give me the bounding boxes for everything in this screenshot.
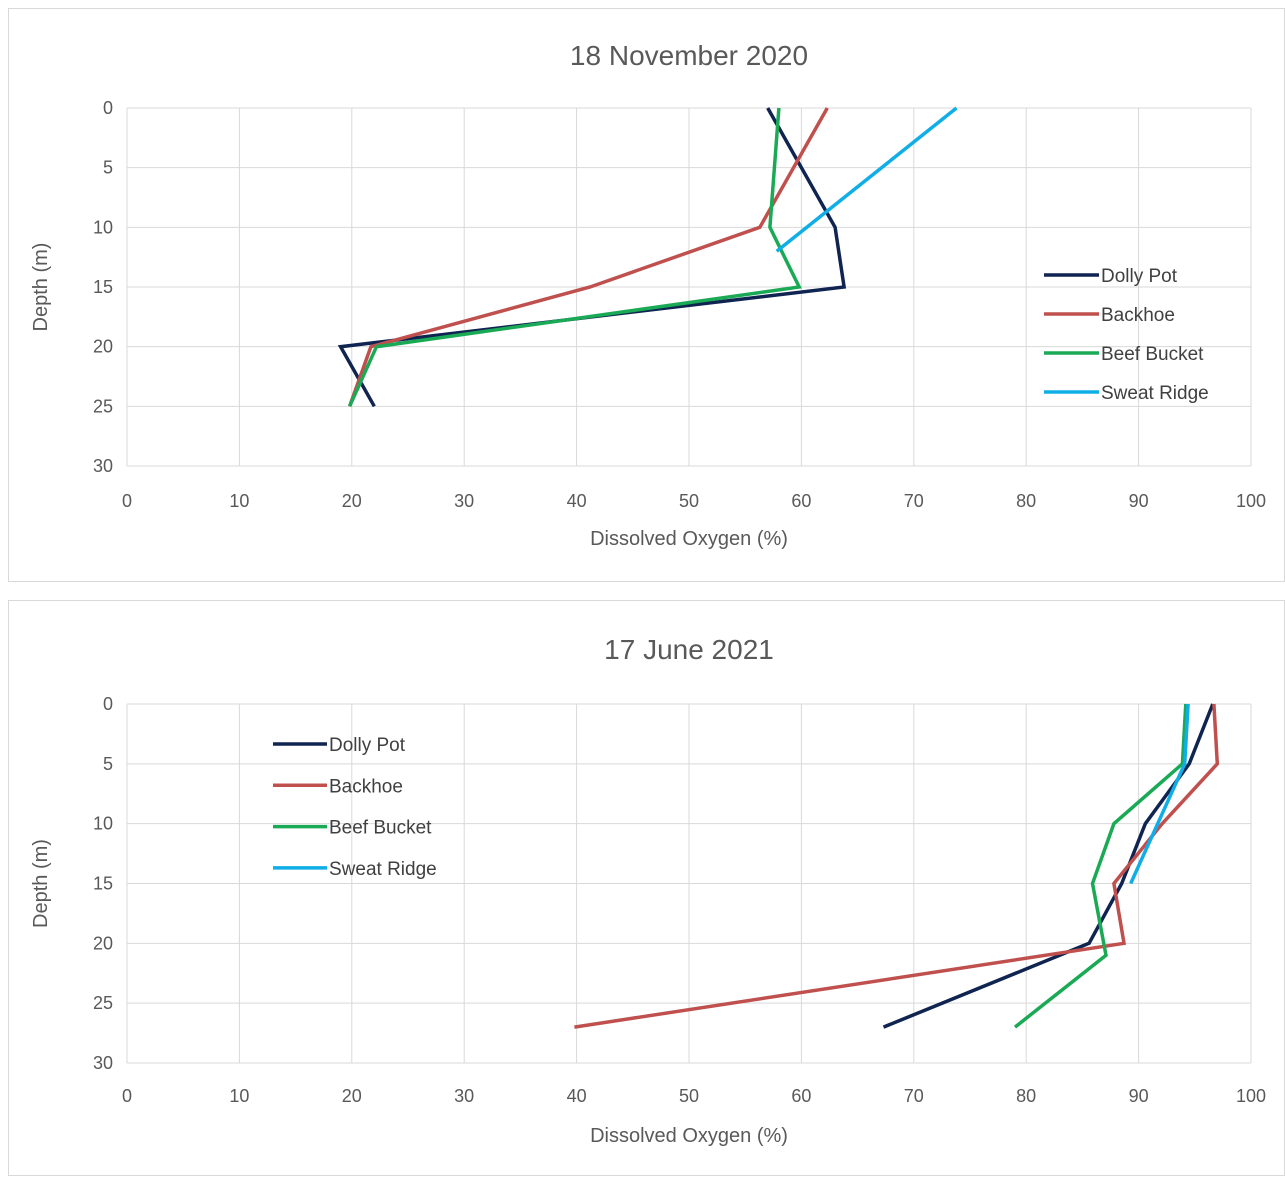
legend-label-backhoe: Backhoe	[329, 776, 403, 797]
series-line-sweat-ridge	[775, 106, 958, 253]
series-line-dolly-pot	[882, 703, 1215, 1029]
gridlines	[126, 107, 1252, 467]
x-axis-title: Dissolved Oxygen (%)	[590, 528, 788, 550]
y-tick-label: 10	[93, 814, 113, 834]
y-tick-label: 5	[103, 754, 113, 774]
y-axis-title: Depth (m)	[30, 839, 52, 928]
chart-title: 18 November 2020	[570, 40, 808, 71]
x-tick-label: 60	[791, 1086, 811, 1106]
y-tick-label: 30	[93, 456, 113, 476]
x-tick-label: 40	[567, 1086, 587, 1106]
y-axis-title: Depth (m)	[30, 243, 52, 332]
x-tick-label: 20	[342, 491, 362, 511]
legend-label-beef-bucket: Beef Bucket	[329, 818, 432, 839]
series-line-beef-bucket	[348, 107, 802, 408]
chart-panel-june-2021: 17 June 2021 0 10 20 30 40 50 60 70 80 90 100 0 5 10 15…	[8, 600, 1285, 1176]
gridlines	[126, 703, 1252, 1064]
legend-label-sweat-ridge: Sweat Ridge	[329, 859, 437, 880]
x-tick-label: 50	[679, 1086, 699, 1106]
x-axis-title: Dissolved Oxygen (%)	[590, 1125, 788, 1147]
y-tick-label: 25	[93, 993, 113, 1013]
x-tick-label: 60	[791, 491, 811, 511]
legend-label-sweat-ridge: Sweat Ridge	[1101, 383, 1209, 404]
x-tick-label: 100	[1236, 1086, 1266, 1106]
series-line-beef-bucket	[1013, 703, 1188, 1029]
x-tick-label: 90	[1129, 491, 1149, 511]
series-line-dolly-pot	[337, 107, 847, 408]
x-tick-label: 30	[454, 1086, 474, 1106]
chart-title: 17 June 2021	[604, 634, 774, 665]
x-tick-label: 10	[229, 491, 249, 511]
series-line-sweat-ridge	[1129, 703, 1190, 885]
series-line-backhoe	[347, 107, 829, 407]
y-tick-label: 10	[93, 217, 113, 237]
y-tick-label: 20	[93, 933, 113, 953]
legend-label-dolly-pot: Dolly Pot	[329, 735, 406, 756]
chart-november-2020: 18 November 2020 0 10 20 30 40 50 60 70 80 90 100 0 5…	[30, 40, 1266, 550]
x-tick-label: 90	[1129, 1086, 1149, 1106]
x-tick-label: 0	[122, 1086, 132, 1106]
x-tick-label: 40	[567, 491, 587, 511]
x-tick-label: 10	[229, 1086, 249, 1106]
x-tick-label: 30	[454, 491, 474, 511]
legend: Dolly Pot Backhoe Beef Bucket Sweat Ridge	[273, 735, 437, 880]
y-tick-label: 0	[103, 98, 113, 118]
chart-june-2021: 17 June 2021 0 10 20 30 40 50 60 70 80 90 100 0 5 10 15…	[30, 634, 1266, 1147]
y-tick-label: 0	[103, 694, 113, 714]
legend-label-dolly-pot: Dolly Pot	[1101, 266, 1178, 287]
legend-label-beef-bucket: Beef Bucket	[1101, 344, 1204, 365]
x-tick-label: 80	[1016, 1086, 1036, 1106]
x-tick-label: 70	[904, 1086, 924, 1106]
y-tick-label: 30	[93, 1053, 113, 1073]
x-tick-label: 80	[1016, 491, 1036, 511]
y-tick-label: 20	[93, 337, 113, 357]
series-line-backhoe	[574, 703, 1220, 1029]
x-tick-label: 70	[904, 491, 924, 511]
x-tick-label: 100	[1236, 491, 1266, 511]
x-tick-label: 0	[122, 491, 132, 511]
legend: Dolly Pot Backhoe Beef Bucket Sweat Ridge	[1044, 266, 1209, 404]
y-tick-label: 5	[103, 158, 113, 178]
legend-label-backhoe: Backhoe	[1101, 305, 1175, 326]
y-tick-label: 15	[93, 277, 113, 297]
y-tick-label: 25	[93, 396, 113, 416]
x-tick-label: 50	[679, 491, 699, 511]
y-tick-label: 15	[93, 874, 113, 894]
x-tick-label: 20	[342, 1086, 362, 1106]
chart-panel-november-2020: 18 November 2020 0 10 20 30 40 50 60 70 80 90 100 0 5…	[8, 8, 1285, 582]
